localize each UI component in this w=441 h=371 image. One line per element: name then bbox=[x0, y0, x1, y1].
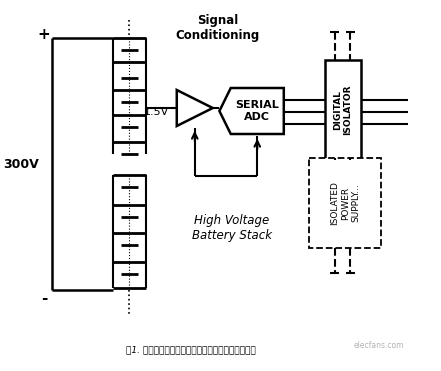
Text: 300V: 300V bbox=[3, 158, 38, 171]
Text: SERIAL
ADC: SERIAL ADC bbox=[235, 100, 279, 122]
Text: Signal
Conditioning: Signal Conditioning bbox=[176, 14, 260, 42]
Text: elecfans.com: elecfans.com bbox=[353, 341, 404, 349]
Polygon shape bbox=[219, 88, 284, 134]
Text: ISOLATED
POWER
SUPPLY...: ISOLATED POWER SUPPLY... bbox=[330, 181, 360, 225]
Text: -: - bbox=[41, 290, 47, 305]
Text: 1.5V: 1.5V bbox=[144, 107, 169, 117]
Text: +: + bbox=[38, 26, 51, 42]
Text: High Voltage
Battery Stack: High Voltage Battery Stack bbox=[192, 214, 272, 242]
Text: DIGITAL
ISOLATOR: DIGITAL ISOLATOR bbox=[333, 85, 352, 135]
Bar bbox=[309, 158, 381, 248]
Text: 图1. 用隔离前端测量高压电池组中各单体电池的电压: 图1. 用隔离前端测量高压电池组中各单体电池的电压 bbox=[126, 345, 255, 355]
Bar bbox=[325, 60, 360, 160]
